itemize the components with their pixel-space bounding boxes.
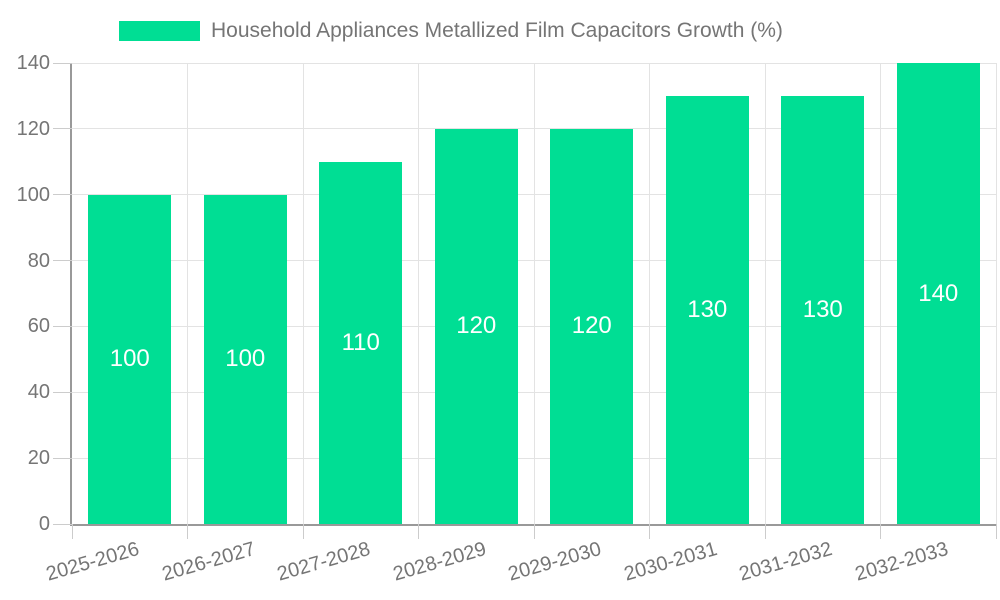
bar-2032-2033[interactable]: 140: [896, 63, 980, 524]
y-tick: [53, 391, 72, 393]
y-tick-label: 0: [38, 513, 50, 535]
y-tick-label: 100: [16, 183, 50, 206]
bar-2026-2027[interactable]: 100: [203, 194, 287, 524]
bar-2027-2028[interactable]: 110: [319, 161, 403, 524]
x-tick: [649, 524, 650, 539]
bar-value-label: 100: [225, 345, 266, 373]
x-axis-line: [70, 524, 996, 526]
y-tick-label: 140: [16, 52, 50, 74]
x-tick-label: 2032-2033: [852, 538, 951, 586]
bar-value-label: 130: [687, 295, 728, 323]
bar-value-label: 130: [802, 295, 843, 323]
y-tick-label: 80: [27, 249, 50, 272]
bar-2028-2029[interactable]: 120: [434, 128, 518, 524]
x-tick-label: 2025-2026: [43, 538, 142, 586]
x-tick: [418, 524, 419, 539]
bar-value-label: 140: [918, 279, 959, 307]
bar-2030-2031[interactable]: 130: [665, 95, 749, 524]
bar-value-label: 120: [571, 312, 612, 340]
x-tick-label: 2027-2028: [274, 538, 373, 586]
y-tick: [53, 523, 72, 525]
x-tick: [187, 524, 188, 539]
legend-label[interactable]: Household Appliances Metallized Film Cap…: [211, 19, 783, 42]
y-tick: [53, 128, 72, 130]
y-tick: [53, 457, 72, 459]
x-tick: [71, 524, 73, 539]
y-tick: [53, 194, 72, 196]
bar-value-label: 100: [109, 345, 150, 373]
y-axis-line: [70, 63, 72, 526]
plot-area: 100 100 110 120 120 130 130 140: [72, 62, 997, 524]
y-tick-label: 20: [27, 447, 50, 470]
x-tick-label: 2026-2027: [159, 538, 258, 586]
x-tick-label: 2030-2031: [621, 538, 720, 586]
y-tick-label: 120: [16, 117, 50, 140]
gridline-vertical: [764, 63, 766, 524]
bar-2029-2030[interactable]: 120: [550, 128, 634, 524]
y-tick: [53, 260, 72, 262]
x-tick: [995, 524, 997, 539]
x-tick: [880, 524, 881, 539]
gridline-vertical: [302, 63, 304, 524]
bar-value-label: 120: [456, 312, 497, 340]
x-tick: [533, 524, 535, 539]
x-tick-label: 2028-2029: [390, 538, 489, 586]
gridline-vertical: [418, 63, 419, 524]
y-tick: [53, 62, 72, 64]
legend[interactable]: Household Appliances Metallized Film Cap…: [119, 15, 783, 47]
x-tick: [302, 524, 304, 539]
legend-swatch[interactable]: [119, 21, 200, 41]
y-tick: [53, 325, 72, 327]
x-tick-label: 2031-2032: [736, 538, 835, 586]
gridline-vertical: [880, 63, 881, 524]
bar-2031-2032[interactable]: 130: [781, 95, 865, 524]
gridline-vertical: [533, 63, 535, 524]
x-tick: [764, 524, 766, 539]
y-tick-label: 40: [27, 381, 50, 404]
x-tick-label: 2029-2030: [505, 538, 604, 586]
gridline-vertical: [187, 63, 188, 524]
bar-2025-2026[interactable]: 100: [88, 194, 172, 524]
bar-value-label: 110: [341, 328, 380, 356]
y-tick-label: 60: [27, 315, 50, 338]
gridline-vertical: [649, 63, 650, 524]
gridline-vertical: [995, 63, 997, 524]
